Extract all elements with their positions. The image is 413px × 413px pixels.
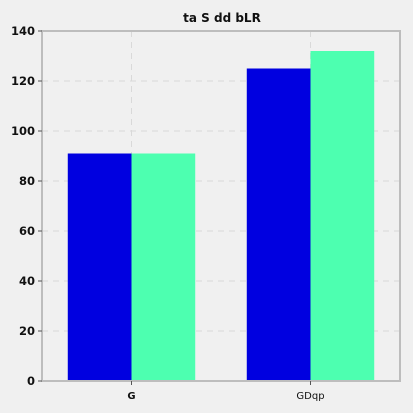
- bar-0-0: [68, 154, 132, 382]
- bar-1-0: [247, 69, 311, 382]
- x-tick-label-0: G: [127, 391, 135, 402]
- y-tick-label-3: 60: [19, 224, 35, 238]
- y-tick-label-0: 0: [27, 374, 35, 388]
- y-tick-label-2: 40: [19, 274, 35, 288]
- bar-1-1: [311, 51, 375, 381]
- bar-0-1: [132, 154, 196, 382]
- chart-title: ta S dd bLR: [183, 11, 261, 25]
- y-tick-label-6: 120: [11, 74, 35, 88]
- y-tick-label-7: 140: [11, 24, 35, 38]
- y-tick-label-4: 80: [19, 174, 35, 188]
- y-tick-label-1: 20: [19, 324, 35, 338]
- y-tick-label-5: 100: [11, 124, 35, 138]
- x-tick-label-1: GDqp: [296, 391, 324, 402]
